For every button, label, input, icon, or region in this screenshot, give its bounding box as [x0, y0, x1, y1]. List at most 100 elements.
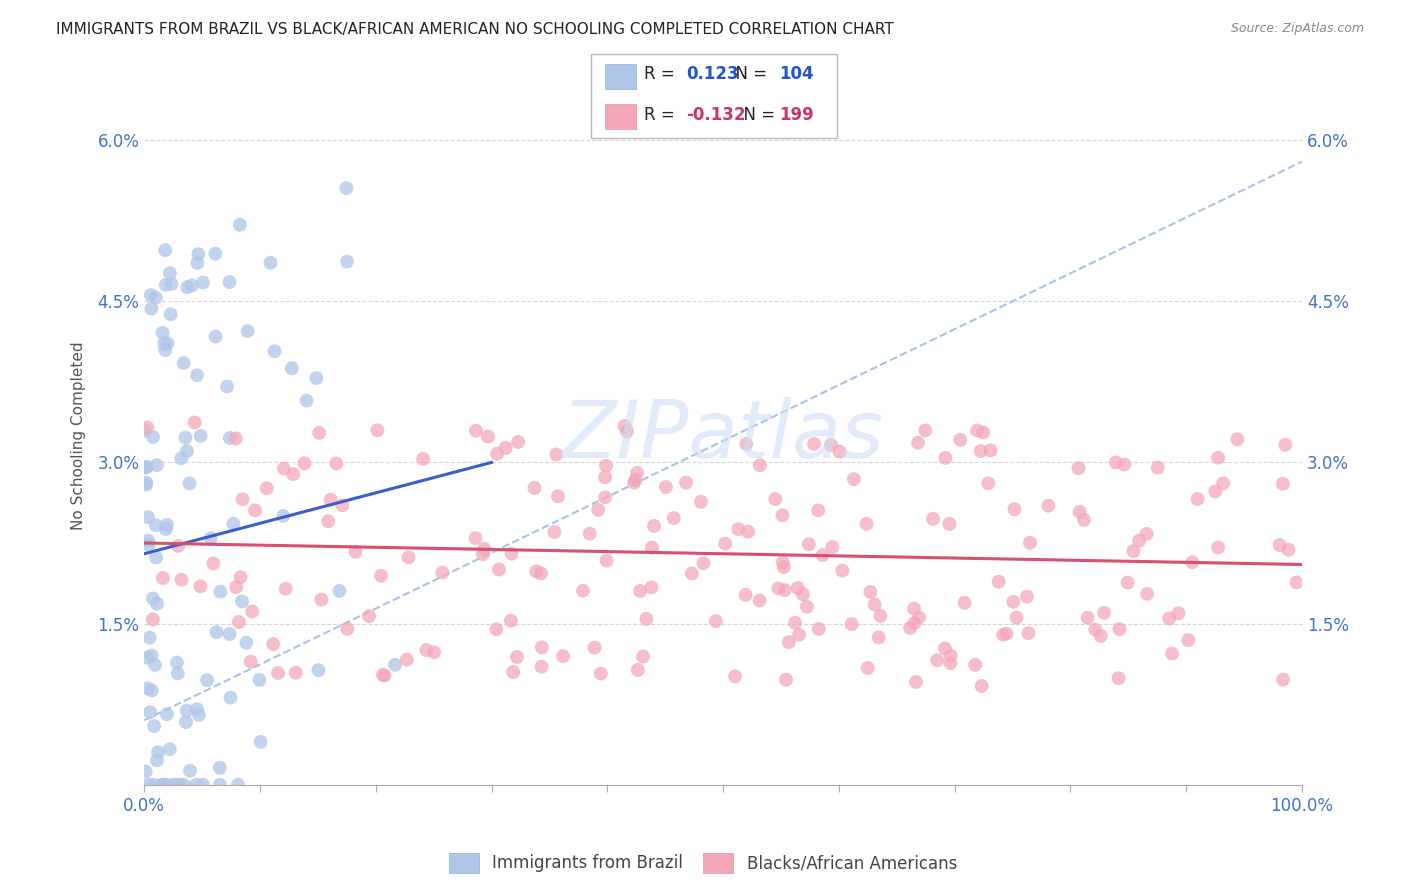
Point	[748, 458, 770, 473]
Point	[934, 641, 956, 656]
Point	[1206, 541, 1229, 555]
Point	[136, 533, 159, 548]
Point	[1108, 671, 1130, 685]
Point	[586, 503, 609, 517]
Point	[325, 457, 347, 471]
Point	[1067, 461, 1090, 475]
Point	[792, 587, 814, 601]
Point	[146, 745, 169, 759]
Point	[202, 557, 225, 571]
Point	[1212, 476, 1234, 491]
Point	[336, 622, 359, 636]
Point	[204, 246, 226, 260]
Point	[188, 707, 211, 722]
Point	[208, 778, 231, 792]
Point	[807, 622, 830, 636]
Point	[828, 444, 851, 458]
Point	[904, 675, 927, 690]
Point	[1181, 555, 1204, 569]
Point	[191, 778, 214, 792]
Point	[156, 517, 179, 532]
Point	[1116, 575, 1139, 590]
Point	[415, 643, 437, 657]
Point	[593, 470, 616, 484]
Point	[166, 666, 188, 681]
Point	[249, 735, 271, 749]
Point	[240, 605, 263, 619]
Point	[914, 423, 936, 437]
Point	[627, 663, 650, 677]
Point	[239, 655, 262, 669]
Point	[153, 778, 176, 792]
Point	[1084, 623, 1107, 637]
Y-axis label: No Schooling Completed: No Schooling Completed	[72, 342, 86, 530]
Point	[863, 598, 886, 612]
Point	[141, 683, 163, 698]
Point	[903, 601, 925, 615]
Point	[236, 324, 259, 338]
Point	[218, 275, 240, 289]
Point	[477, 429, 499, 443]
Point	[281, 467, 304, 482]
Point	[432, 566, 454, 580]
Point	[225, 580, 247, 594]
Point	[464, 531, 486, 545]
Point	[583, 640, 606, 655]
Point	[1092, 606, 1115, 620]
Point	[262, 637, 284, 651]
Point	[1005, 610, 1028, 624]
Point	[247, 673, 270, 687]
Point	[662, 511, 685, 525]
Point	[243, 503, 266, 517]
Point	[141, 301, 163, 316]
Point	[308, 663, 330, 677]
Point	[219, 690, 242, 705]
Point	[530, 640, 553, 655]
Point	[190, 429, 212, 443]
Point	[972, 425, 994, 440]
Point	[176, 444, 198, 458]
Text: R =: R =	[644, 65, 681, 83]
Point	[138, 538, 160, 552]
Point	[311, 592, 333, 607]
Point	[980, 443, 1002, 458]
Point	[1206, 450, 1229, 465]
Point	[222, 516, 245, 531]
Point	[179, 764, 201, 778]
Point	[143, 778, 166, 792]
Point	[631, 649, 654, 664]
Text: IMMIGRANTS FROM BRAZIL VS BLACK/AFRICAN AMERICAN NO SCHOOLING COMPLETED CORRELAT: IMMIGRANTS FROM BRAZIL VS BLACK/AFRICAN …	[56, 22, 894, 37]
Text: ZIPatlas: ZIPatlas	[562, 397, 884, 475]
Point	[969, 444, 991, 458]
Point	[1105, 455, 1128, 469]
Point	[1019, 536, 1042, 550]
Point	[530, 566, 553, 581]
Point	[616, 425, 638, 439]
Point	[704, 614, 727, 628]
Point	[1271, 476, 1294, 491]
Point	[156, 707, 179, 722]
Point	[169, 778, 191, 792]
Point	[141, 648, 163, 663]
Point	[735, 437, 758, 451]
Point	[485, 622, 508, 636]
Point	[159, 266, 181, 280]
Point	[423, 645, 446, 659]
Point	[842, 472, 865, 486]
Text: Source: ZipAtlas.com: Source: ZipAtlas.com	[1230, 22, 1364, 36]
Point	[135, 460, 157, 475]
Text: N =: N =	[725, 65, 773, 83]
Point	[785, 615, 807, 630]
Point	[1226, 433, 1249, 447]
Point	[138, 631, 160, 645]
Point	[640, 581, 662, 595]
Point	[724, 669, 747, 683]
Point	[229, 570, 252, 584]
Point	[1077, 611, 1099, 625]
Point	[1274, 438, 1296, 452]
Point	[136, 510, 159, 524]
Point	[692, 556, 714, 570]
Point	[335, 181, 357, 195]
Point	[506, 650, 529, 665]
Point	[831, 564, 853, 578]
